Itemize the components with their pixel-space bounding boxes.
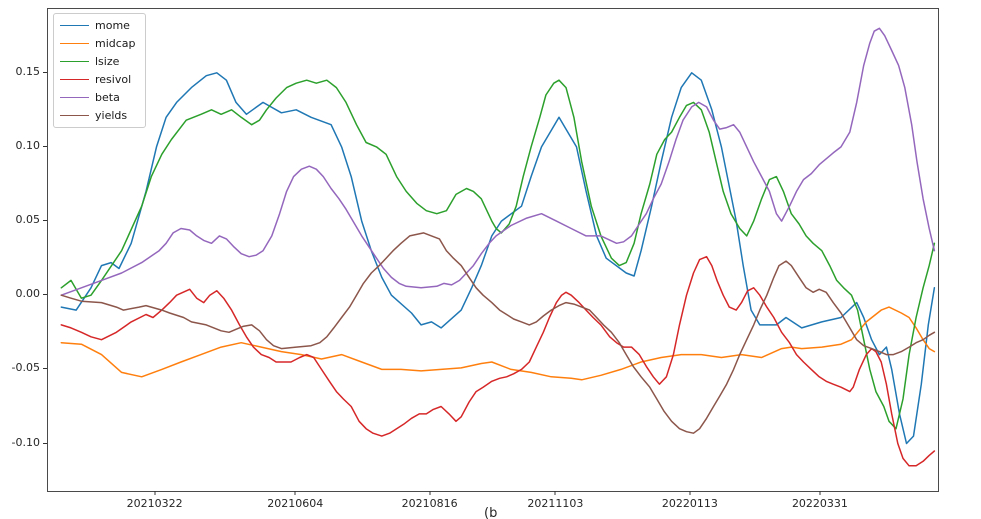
x-tick-label: 20220331 — [791, 497, 848, 510]
caption-fragment: (b — [484, 506, 498, 519]
legend-line-swatch — [60, 61, 89, 62]
legend-line-swatch — [60, 25, 89, 26]
x-tick-mark — [554, 491, 556, 495]
legend-label: lsize — [95, 55, 120, 68]
plot-area: mome midcap lsize resivol beta yields — [47, 8, 939, 492]
legend-item: yields — [60, 108, 136, 123]
x-tick-mark — [294, 491, 296, 495]
x-tick-mark — [429, 491, 431, 495]
y-tick-label: 0.10 — [15, 138, 41, 152]
legend-label: resivol — [95, 73, 132, 86]
x-tick-label: 20210322 — [126, 497, 183, 510]
legend-label: beta — [95, 91, 120, 104]
y-tick-label: 0.00 — [15, 287, 41, 301]
x-tick-label: 20210816 — [401, 497, 458, 510]
x-tick-mark — [819, 491, 821, 495]
legend-line-swatch — [60, 97, 89, 98]
y-tick-mark — [43, 442, 47, 444]
x-tick-label: 20220113 — [661, 497, 718, 510]
line-chart — [60, 27, 936, 467]
y-tick-mark — [43, 145, 47, 147]
y-tick-label: 0.05 — [15, 213, 41, 227]
y-tick-mark — [43, 220, 47, 222]
legend-label: yields — [95, 109, 128, 122]
x-tick-label: 20210604 — [267, 497, 324, 510]
legend-label: mome — [95, 19, 130, 32]
x-tick-mark — [689, 491, 691, 495]
x-tick-label: 20211103 — [527, 497, 584, 510]
series-line-beta — [60, 27, 936, 296]
legend-item: beta — [60, 90, 136, 105]
legend-item: mome — [60, 18, 136, 33]
series-line-midcap — [60, 306, 936, 381]
legend: mome midcap lsize resivol beta yields — [53, 13, 146, 128]
legend-line-swatch — [60, 43, 89, 44]
legend-item: lsize — [60, 54, 136, 69]
legend-item: midcap — [60, 36, 136, 51]
x-tick-mark — [154, 491, 156, 495]
y-tick-mark — [43, 294, 47, 296]
y-tick-label: -0.05 — [11, 361, 40, 375]
y-tick-label: 0.15 — [15, 64, 41, 78]
y-tick-mark — [43, 71, 47, 73]
legend-line-swatch — [60, 79, 89, 80]
legend-label: midcap — [95, 37, 136, 50]
series-line-mome — [60, 72, 936, 445]
series-line-yields — [60, 232, 936, 434]
series-line-resivol — [60, 255, 936, 467]
legend-line-swatch — [60, 115, 89, 116]
y-tick-mark — [43, 368, 47, 370]
legend-item: resivol — [60, 72, 136, 87]
y-tick-label: -0.10 — [11, 435, 40, 449]
series-line-lsize — [60, 79, 936, 430]
